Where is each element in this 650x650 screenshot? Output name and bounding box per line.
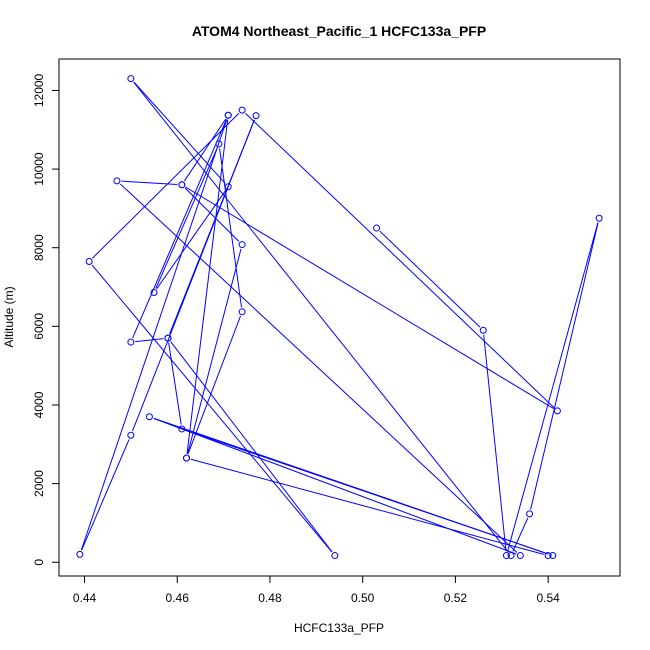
data-point xyxy=(516,552,524,560)
y-tick-label: 4000 xyxy=(32,391,46,418)
series-segment xyxy=(168,342,182,425)
y-tick-label: 6000 xyxy=(32,313,46,340)
series-segment xyxy=(186,119,229,454)
data-point xyxy=(479,326,487,334)
series-segment xyxy=(135,338,164,343)
plot-frame xyxy=(58,58,621,577)
series-segment xyxy=(245,112,555,409)
data-point xyxy=(178,181,186,189)
data-point xyxy=(544,552,552,560)
data-point xyxy=(127,338,135,346)
x-tick-label: 0.48 xyxy=(258,591,282,605)
series-segment xyxy=(170,341,333,553)
data-point xyxy=(85,257,93,265)
data-point xyxy=(238,106,246,114)
series-segment xyxy=(133,81,226,184)
data-point xyxy=(127,75,135,83)
series-segment xyxy=(185,186,554,409)
series-segment xyxy=(153,417,517,555)
data-point xyxy=(238,241,246,249)
series-segment xyxy=(507,222,599,552)
data-point xyxy=(164,334,172,342)
data-point xyxy=(127,431,135,439)
series-segment xyxy=(119,183,518,553)
x-tick-label: 0.46 xyxy=(166,591,190,605)
series-segment xyxy=(187,315,242,455)
y-tick-label: 12000 xyxy=(32,73,46,107)
data-point xyxy=(526,510,534,518)
series-segment xyxy=(184,187,240,242)
y-tick-label: 2000 xyxy=(32,470,46,497)
data-point xyxy=(215,140,223,148)
x-tick-label: 0.52 xyxy=(444,591,468,605)
y-axis: 0 2000 4000 6000 8000 10000 12000 xyxy=(32,73,60,566)
series-segment xyxy=(530,222,599,510)
series-segment xyxy=(91,264,333,553)
data-point xyxy=(507,552,515,560)
data-point xyxy=(595,214,603,222)
data-point xyxy=(549,552,557,560)
series-segment xyxy=(132,119,227,339)
series-segment xyxy=(169,119,255,335)
data-point xyxy=(224,183,232,191)
chart-title: ATOM4 Northeast_Pacific_1 HCFC133a_PFP xyxy=(192,23,486,39)
y-tick-label: 8000 xyxy=(32,234,46,261)
series-segment xyxy=(379,230,481,328)
series-segment xyxy=(183,118,227,182)
data-point xyxy=(113,177,121,185)
series-segment xyxy=(80,119,228,551)
data-point xyxy=(238,308,246,316)
y-axis-label: Altitude (m) xyxy=(2,286,16,347)
data-point xyxy=(224,111,232,119)
data-point xyxy=(76,550,84,558)
data-point xyxy=(252,112,260,120)
series-segment xyxy=(81,439,130,551)
data-point xyxy=(150,289,158,297)
x-axis-label: HCFC133a_PFP xyxy=(294,621,384,635)
series-segment xyxy=(219,148,243,308)
x-tick-label: 0.54 xyxy=(536,591,560,605)
series-line xyxy=(80,81,599,555)
series-segment xyxy=(91,112,240,259)
data-point xyxy=(502,552,510,560)
series-segment xyxy=(156,190,227,290)
series-segment xyxy=(133,81,509,553)
data-point xyxy=(331,552,339,560)
x-tick-label: 0.50 xyxy=(351,591,375,605)
series-segment xyxy=(187,248,242,454)
x-axis: 0.44 0.46 0.48 0.50 0.52 0.54 xyxy=(73,575,560,605)
series-segment xyxy=(512,517,529,552)
data-point xyxy=(145,413,153,421)
series-segment xyxy=(190,458,544,555)
series-segment xyxy=(153,417,549,555)
y-tick-label: 0 xyxy=(32,559,46,566)
data-point xyxy=(373,224,381,232)
data-point xyxy=(553,407,561,415)
x-tick-label: 0.44 xyxy=(73,591,97,605)
series-points xyxy=(76,75,603,560)
data-point xyxy=(183,454,190,462)
series-segment xyxy=(155,147,218,289)
data-point xyxy=(178,425,186,433)
series-segment xyxy=(483,334,507,552)
y-tick-label: 10000 xyxy=(32,152,46,186)
